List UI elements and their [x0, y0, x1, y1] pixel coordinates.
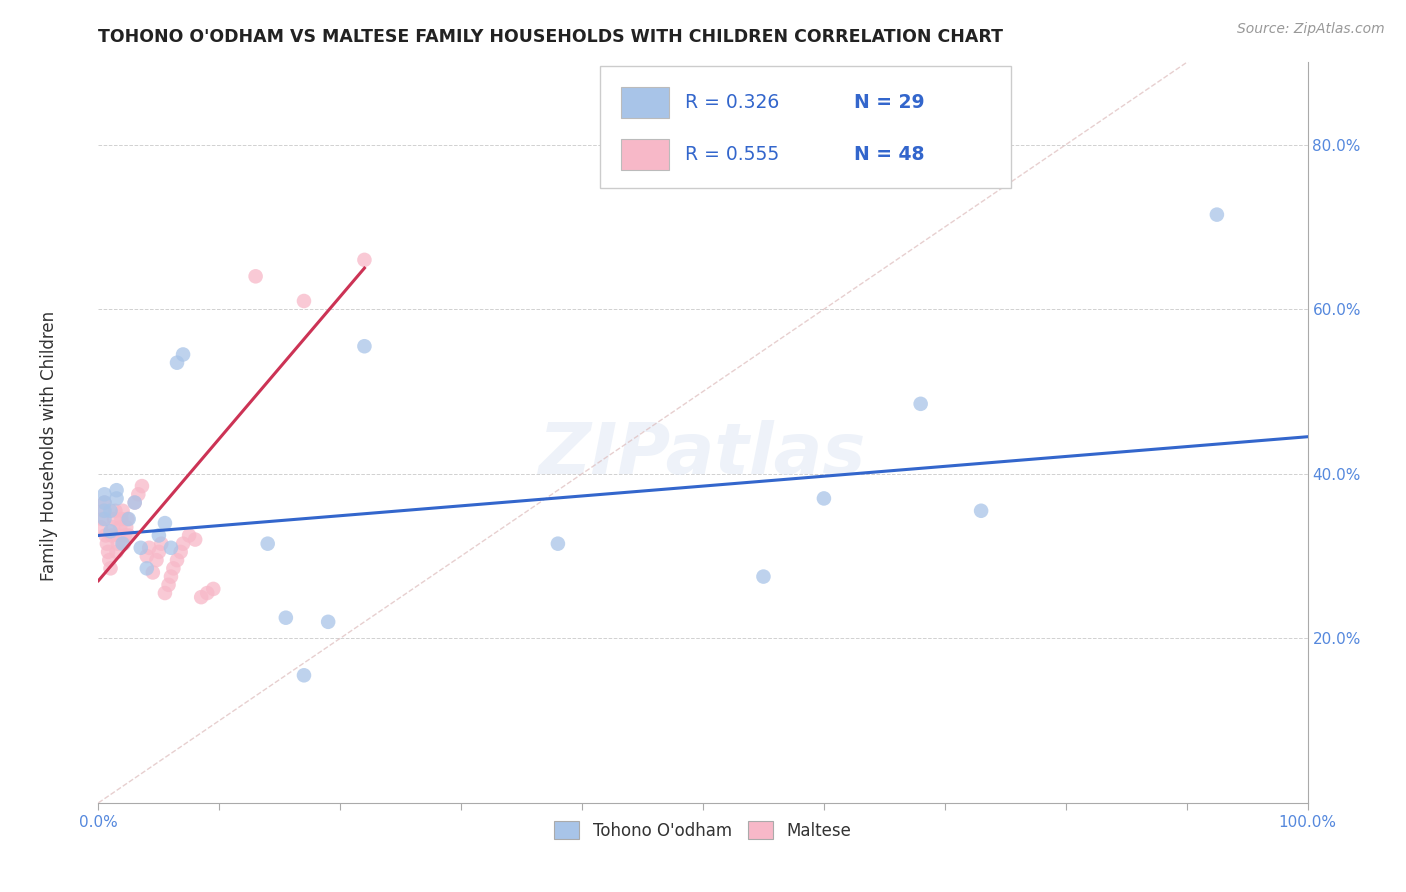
Point	[166, 553, 188, 567]
FancyBboxPatch shape	[621, 87, 669, 118]
Point	[135, 561, 157, 575]
Point	[103, 512, 125, 526]
Point	[148, 545, 170, 559]
Point	[111, 504, 134, 518]
Point	[547, 536, 569, 550]
Point	[118, 512, 141, 526]
Point	[135, 549, 157, 563]
Text: R = 0.326: R = 0.326	[685, 93, 779, 112]
Point	[91, 504, 114, 518]
Point	[91, 512, 114, 526]
Point	[292, 668, 315, 682]
Point	[752, 569, 775, 583]
Point	[353, 339, 375, 353]
Point	[910, 397, 932, 411]
Point	[93, 487, 115, 501]
Text: N = 29: N = 29	[855, 93, 925, 112]
Point	[100, 561, 122, 575]
Point	[100, 524, 122, 539]
Point	[93, 504, 115, 518]
Point	[157, 578, 180, 592]
Point	[93, 495, 115, 509]
Point	[97, 545, 120, 559]
Point	[93, 495, 115, 509]
Point	[190, 590, 212, 604]
Point	[115, 520, 138, 534]
Point	[195, 586, 218, 600]
FancyBboxPatch shape	[621, 138, 669, 169]
Point	[114, 528, 136, 542]
Point	[970, 504, 993, 518]
Point	[160, 569, 183, 583]
Point	[184, 533, 207, 547]
Point	[166, 356, 188, 370]
Point	[150, 536, 173, 550]
Point	[142, 566, 165, 580]
Point	[112, 536, 135, 550]
Point	[101, 520, 124, 534]
Point	[105, 483, 128, 498]
Point	[160, 541, 183, 555]
Point	[172, 536, 194, 550]
Point	[104, 504, 127, 518]
Point	[118, 528, 141, 542]
Point	[145, 553, 167, 567]
Point	[162, 561, 184, 575]
Point	[153, 586, 176, 600]
Point	[292, 293, 315, 308]
Point	[256, 536, 278, 550]
Point	[353, 252, 375, 267]
Point	[90, 520, 112, 534]
Point	[107, 536, 129, 550]
Text: ZIPatlas: ZIPatlas	[540, 420, 866, 490]
Point	[1206, 208, 1229, 222]
Point	[110, 512, 132, 526]
Point	[108, 528, 131, 542]
Point	[172, 347, 194, 361]
Point	[100, 504, 122, 518]
Point	[100, 528, 122, 542]
Point	[179, 528, 201, 542]
Point	[129, 541, 152, 555]
Point	[96, 536, 118, 550]
Text: Source: ZipAtlas.com: Source: ZipAtlas.com	[1237, 22, 1385, 37]
Point	[111, 536, 134, 550]
Point	[98, 553, 121, 567]
Point	[127, 487, 149, 501]
Text: Family Households with Children: Family Households with Children	[41, 311, 58, 581]
Point	[138, 541, 160, 555]
Point	[202, 582, 225, 596]
Point	[245, 269, 267, 284]
Point	[316, 615, 339, 629]
Point	[117, 512, 139, 526]
Point	[813, 491, 835, 506]
Point	[105, 491, 128, 506]
Legend: Tohono O'odham, Maltese: Tohono O'odham, Maltese	[548, 814, 858, 847]
Text: N = 48: N = 48	[855, 145, 925, 164]
Point	[148, 528, 170, 542]
Text: TOHONO O'ODHAM VS MALTESE FAMILY HOUSEHOLDS WITH CHILDREN CORRELATION CHART: TOHONO O'ODHAM VS MALTESE FAMILY HOUSEHO…	[98, 28, 1004, 45]
Point	[94, 528, 117, 542]
FancyBboxPatch shape	[600, 66, 1011, 188]
Point	[274, 610, 297, 624]
Point	[153, 516, 176, 530]
Point	[131, 479, 153, 493]
Point	[108, 520, 131, 534]
Point	[124, 495, 146, 509]
Point	[93, 512, 115, 526]
Point	[124, 495, 146, 509]
Point	[105, 545, 128, 559]
Point	[169, 545, 191, 559]
Text: R = 0.555: R = 0.555	[685, 145, 779, 164]
